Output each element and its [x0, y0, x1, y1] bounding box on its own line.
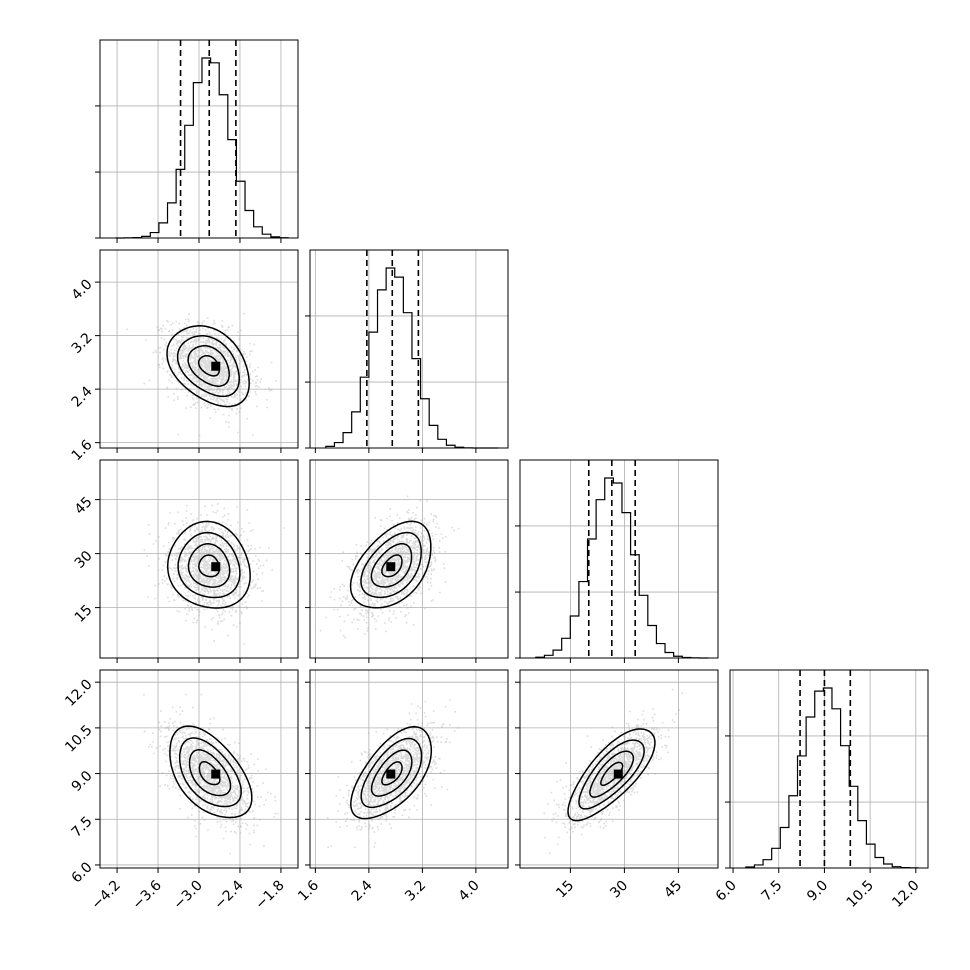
x-tick-label: 4.0 — [456, 878, 483, 905]
density-contour — [381, 761, 403, 786]
y-tick-label: 30 — [72, 548, 96, 572]
scatter-panel-1-0: 1.6 2.4 3.2 4.0 — [69, 249, 299, 464]
panel-frame — [729, 669, 929, 869]
density-contour — [187, 543, 231, 588]
y-tick-label: 9.0 — [69, 768, 96, 795]
x-tick-label: 45 — [661, 878, 685, 902]
scatter-points — [143, 503, 285, 645]
scatter-panel-3-0: 6.0 7.5 9.0 10.5 12.0 −4.2 −3.6 −3.0 −2.4 −1.8 — [62, 669, 299, 913]
histogram-step — [325, 267, 499, 449]
y-tick-label: 10.5 — [62, 722, 95, 755]
density-contour — [178, 737, 242, 808]
density-contour — [187, 345, 230, 387]
panel-frame — [519, 669, 719, 869]
density-contour — [381, 554, 403, 578]
panel-frame — [99, 669, 299, 869]
panel-frame — [309, 669, 509, 869]
y-tick-label: 45 — [72, 494, 96, 518]
density-contour — [589, 750, 635, 798]
density-contour — [370, 543, 413, 588]
x-tick-label: 10.5 — [844, 878, 877, 911]
scatter-panel-3-2: 15 30 45 — [515, 669, 719, 902]
x-tick-label: 3.2 — [402, 878, 429, 905]
scatter-panel-2-1 — [305, 459, 509, 663]
y-tick-label: 15 — [72, 602, 96, 626]
scatter-panel-3-1: 1.6 2.4 3.2 4.0 — [295, 669, 509, 905]
histogram-step — [535, 477, 709, 659]
density-peak — [211, 361, 221, 371]
panel-frame — [309, 249, 509, 449]
density-peak — [211, 562, 221, 572]
x-tick-label: 6.0 — [713, 878, 740, 905]
x-tick-label: 1.6 — [295, 877, 322, 904]
density-contour — [567, 728, 656, 822]
histogram-step — [745, 687, 919, 869]
x-tick-label: −1.8 — [252, 878, 287, 913]
density-contour — [360, 531, 422, 599]
density-contour — [166, 325, 250, 408]
density-peak — [613, 769, 623, 779]
y-tick-label: 12.0 — [62, 677, 95, 710]
panel-frame — [99, 39, 299, 239]
panel-frame — [519, 459, 719, 659]
x-tick-label: −4.2 — [89, 878, 124, 913]
scatter-points — [143, 693, 279, 855]
histogram-panel-3: 6.0 7.5 9.0 10.5 12.0 — [713, 669, 929, 911]
x-tick-label: −3.0 — [170, 878, 205, 913]
density-contour — [360, 737, 423, 809]
density-peak — [386, 769, 396, 779]
histogram-panel-1 — [305, 249, 509, 453]
density-peak — [386, 562, 396, 572]
x-tick-label: −3.6 — [130, 877, 165, 912]
histogram-panel-0 — [95, 39, 299, 243]
histogram-step — [115, 57, 289, 239]
scatter-points — [126, 312, 277, 437]
density-peak — [211, 769, 221, 779]
density-contour — [176, 335, 240, 398]
density-contour — [166, 520, 251, 609]
y-tick-label: 1.6 — [69, 437, 96, 464]
density-contour — [177, 531, 241, 599]
scatter-points — [543, 688, 683, 855]
y-tick-label: 7.5 — [69, 814, 96, 841]
histogram-panel-2 — [515, 459, 719, 663]
y-tick-label: 4.0 — [69, 276, 96, 303]
y-tick-label: 2.4 — [69, 383, 96, 410]
density-contour — [169, 725, 253, 819]
density-contour — [188, 749, 232, 797]
density-contour — [370, 749, 413, 797]
density-contour — [350, 726, 433, 820]
x-tick-label: 12.0 — [889, 878, 922, 911]
scatter-panel-2-0: 15 30 45 — [72, 459, 299, 663]
x-tick-label: 2.4 — [349, 877, 376, 904]
y-tick-label: 6.0 — [69, 859, 96, 886]
x-tick-label: −2.4 — [211, 877, 246, 912]
x-tick-label: 15 — [553, 878, 577, 902]
panel-frame — [99, 459, 299, 659]
density-contour — [349, 520, 432, 609]
density-contour — [578, 739, 645, 810]
x-tick-label: 30 — [607, 878, 631, 902]
panel-frame — [309, 459, 509, 659]
panel-frame — [99, 249, 299, 449]
x-tick-label: 7.5 — [759, 878, 786, 905]
y-tick-label: 3.2 — [69, 330, 96, 357]
x-tick-label: 9.0 — [804, 878, 831, 905]
